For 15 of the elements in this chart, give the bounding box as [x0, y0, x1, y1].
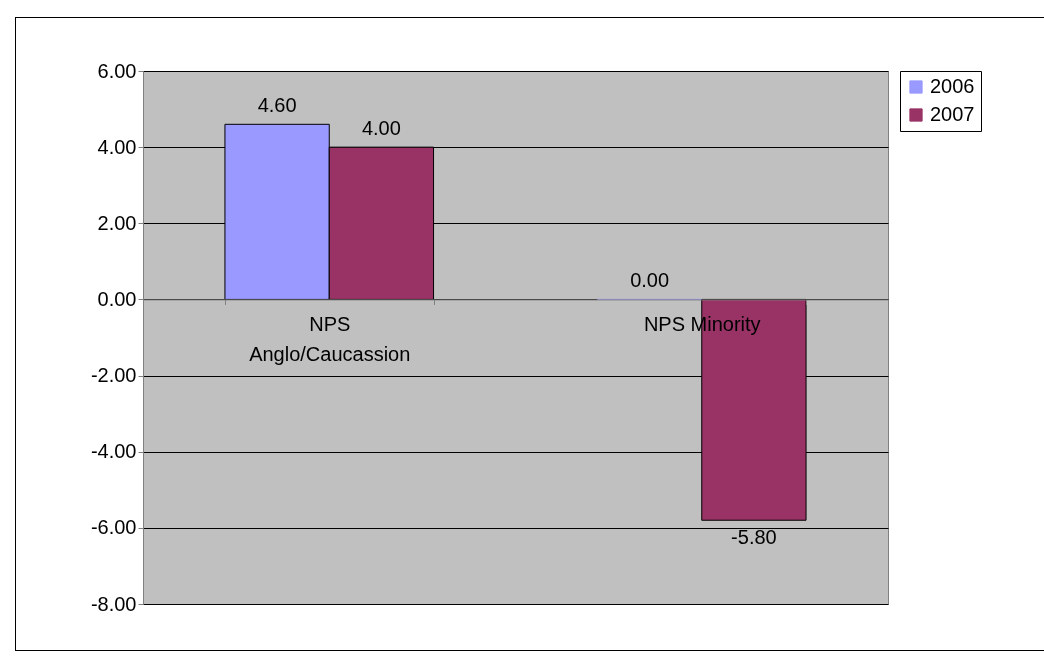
- y-tick-label: -2.00: [90, 364, 137, 387]
- y-tick-label: 4.00: [97, 135, 137, 158]
- data-label: -5.80: [731, 526, 777, 549]
- y-tick-label: -8.00: [90, 592, 137, 615]
- x-tick-label: NPS Anglo/Caucassion: [249, 312, 411, 365]
- y-tick-label: 6.00: [97, 59, 137, 82]
- legend-label: 2006: [930, 75, 975, 97]
- y-tick-label: 2.00: [97, 211, 137, 234]
- legend-label: 2007: [930, 103, 975, 125]
- y-tick-label: -4.00: [90, 440, 137, 463]
- y-tick-label: -6.00: [90, 516, 137, 539]
- y-tick-label: 0.00: [97, 287, 137, 310]
- data-label: 0.00: [630, 269, 670, 292]
- data-label: 4.60: [257, 94, 297, 117]
- data-label: 4.00: [361, 117, 401, 140]
